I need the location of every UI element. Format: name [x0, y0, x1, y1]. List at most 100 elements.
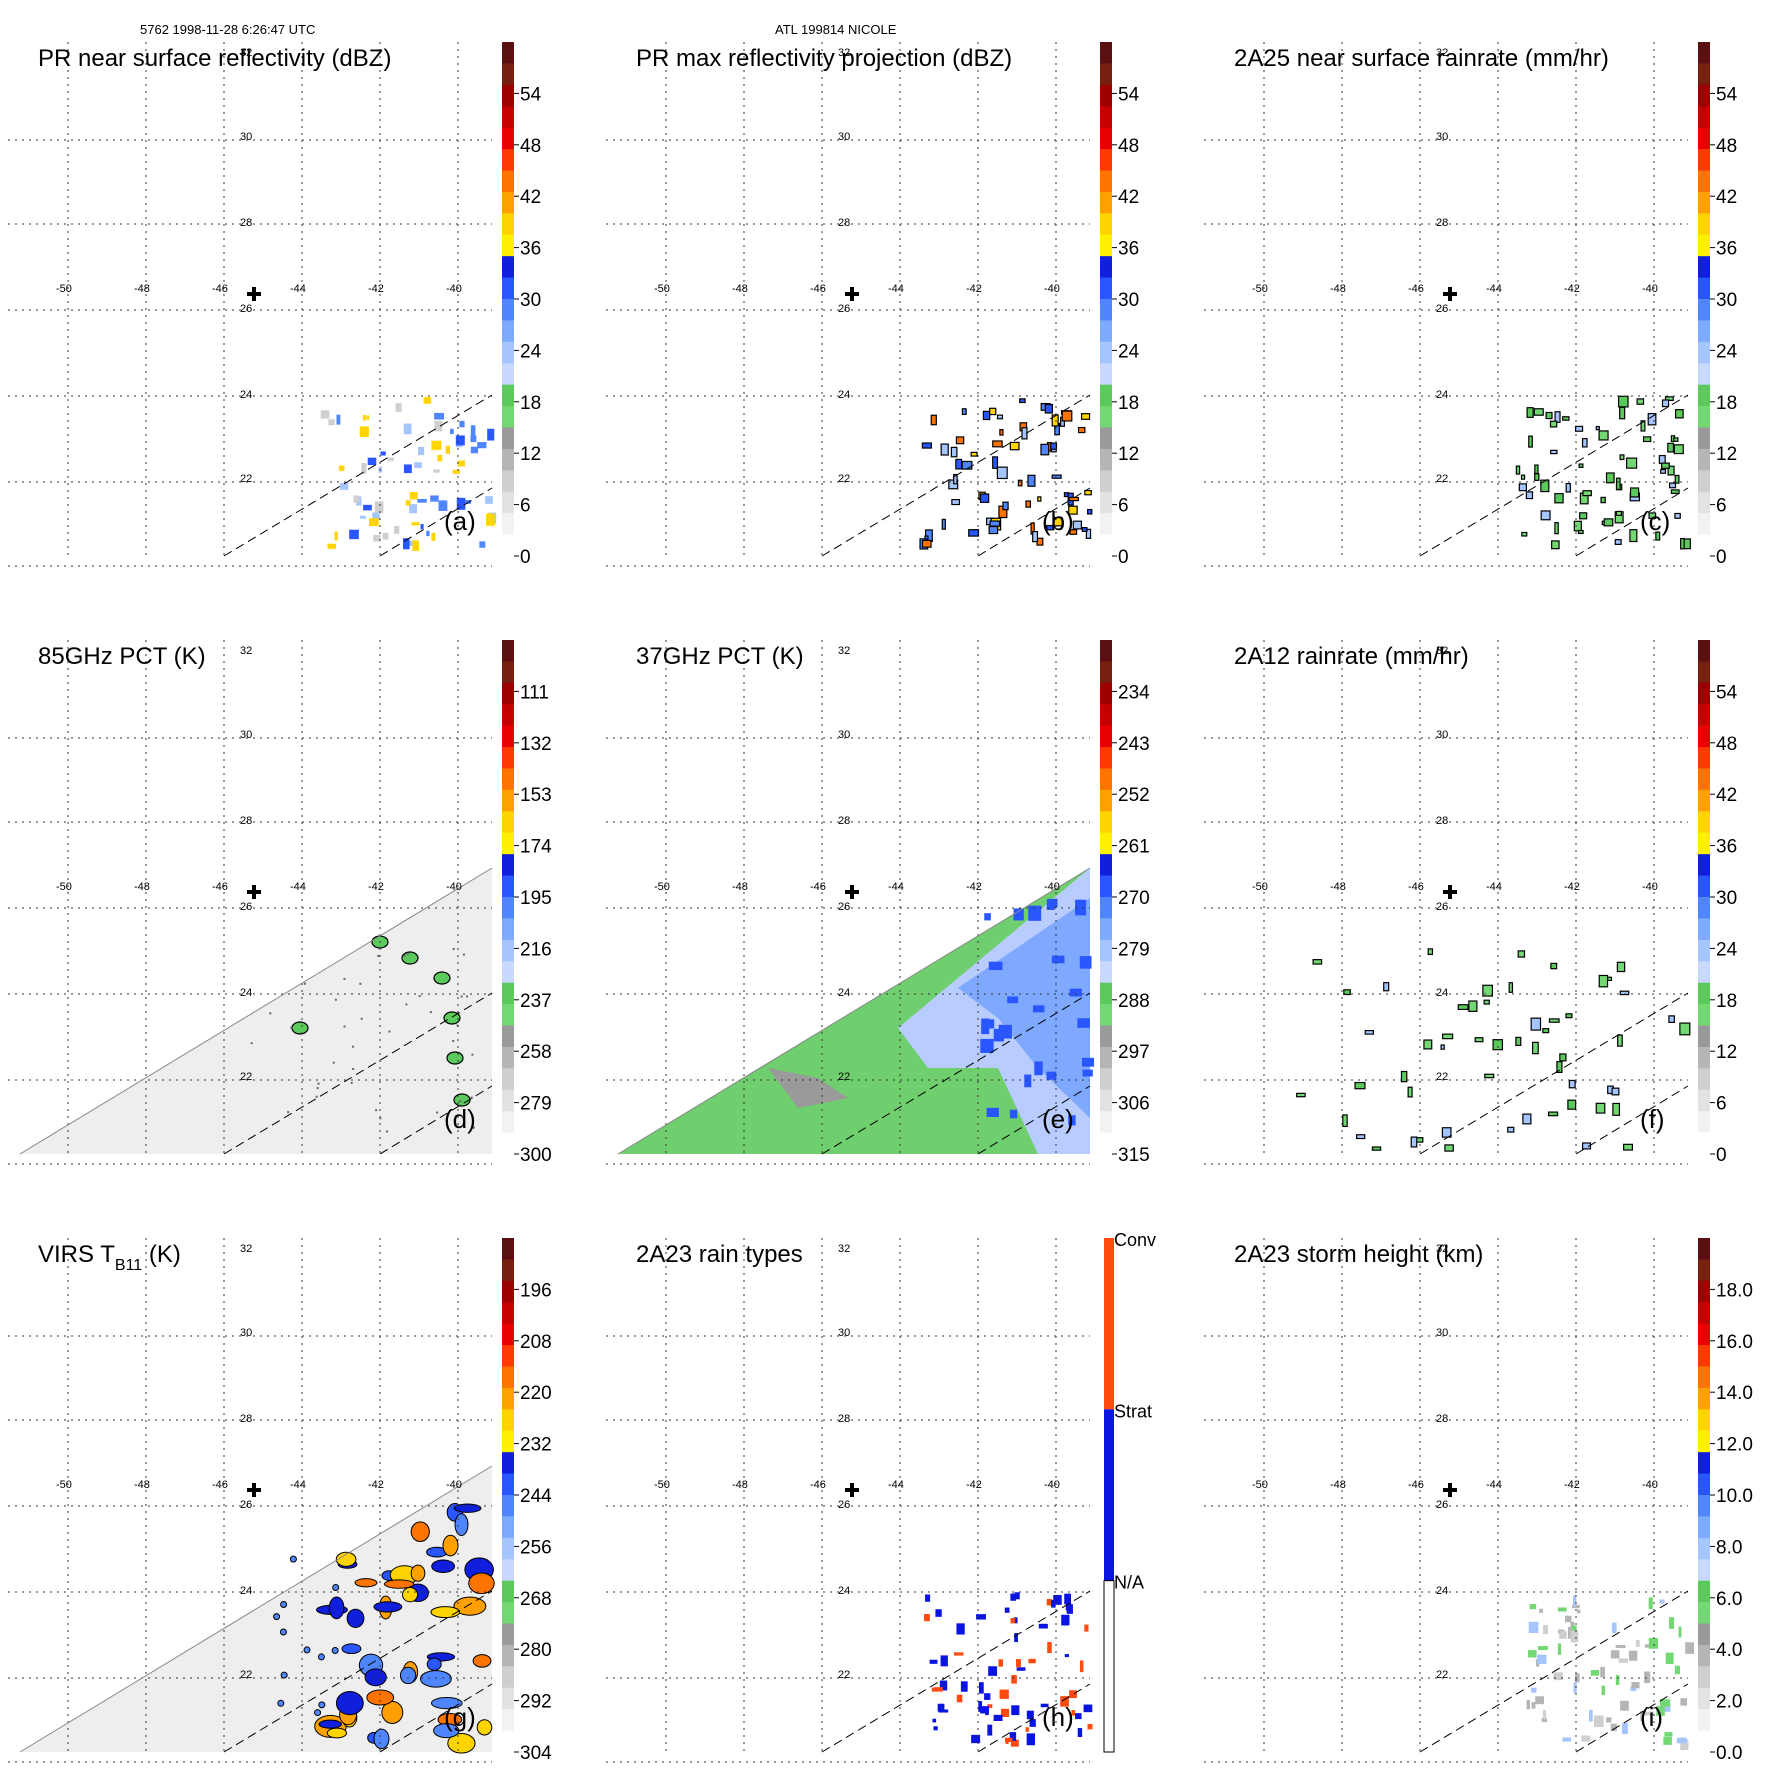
echo-pixel — [1660, 1699, 1670, 1707]
colorbar-tick-label: 195 — [520, 888, 552, 909]
colorbar-swatch — [1698, 1259, 1710, 1282]
echo-pixel — [1655, 531, 1661, 541]
cold-pixel — [1032, 1005, 1045, 1013]
echo-pixel — [1629, 487, 1640, 498]
echo-pixel — [1080, 413, 1091, 420]
colorbar-swatch — [502, 1046, 514, 1069]
echo-pixel — [987, 1724, 993, 1736]
lon-tick-label: -46 — [810, 1479, 826, 1491]
echo-pixel — [457, 460, 465, 467]
colorbar-swatch — [502, 84, 514, 107]
colorbar-swatch — [1698, 299, 1710, 321]
echo-pixel — [925, 1594, 931, 1602]
plus-bar — [850, 1483, 854, 1497]
echo-pixel — [1046, 524, 1054, 531]
lat-tick-label: 32 — [240, 1243, 252, 1255]
panel-label: (f) — [1640, 1104, 1665, 1134]
swath-edge-line — [1575, 1085, 1689, 1155]
echo-pixel — [1559, 1053, 1567, 1062]
echo-pixel — [1616, 961, 1626, 973]
echo-pixel — [1636, 398, 1645, 405]
echo-pixel — [953, 473, 958, 485]
colorbar-swatch — [502, 191, 514, 214]
lat-tick-label: 24 — [1436, 389, 1448, 401]
echo-pixel — [1520, 474, 1526, 480]
colorbar-swatch — [502, 63, 514, 86]
echo-pixel — [1615, 1674, 1620, 1686]
cloud-cell — [326, 1727, 347, 1739]
swath-edge-line — [379, 1085, 493, 1155]
lon-tick-label: -42 — [1564, 881, 1580, 893]
colorbar-swatch — [502, 704, 514, 727]
lat-tick-label: 24 — [240, 389, 252, 401]
colorbar-swatch — [502, 1516, 514, 1539]
lon-tick-label: -48 — [134, 283, 150, 295]
panel-label: (g) — [444, 1702, 476, 1732]
echo-pixel — [930, 414, 937, 426]
colorbar-tick-label: 18 — [1716, 991, 1737, 1012]
colorbar-swatch — [1698, 1452, 1710, 1475]
storm-identifier: ATL 199814 NICOLE — [775, 22, 897, 37]
colorbar-swatch — [1100, 961, 1112, 984]
colorbar-swatch — [502, 1387, 514, 1410]
colorbar-swatch — [502, 961, 514, 984]
colorbar-swatch — [502, 1025, 514, 1048]
storm-center-plus-marker — [1443, 287, 1457, 301]
colorbar-swatch — [1100, 854, 1112, 877]
cloud-cell — [341, 1643, 362, 1655]
colorbar — [1103, 1238, 1115, 1753]
colorbar-swatch — [1100, 191, 1112, 214]
colorbar-tick-label: 42 — [1716, 187, 1737, 208]
echo-pixel — [1674, 512, 1681, 519]
echo-pixel — [374, 501, 384, 514]
echo-pixel — [940, 443, 949, 456]
echo-pixel — [1614, 539, 1622, 545]
lon-tick-label: -42 — [966, 1479, 982, 1491]
echo-pixel — [1342, 1114, 1348, 1128]
colorbar-swatch — [1698, 1495, 1710, 1517]
echo-pixel — [921, 442, 932, 449]
lon-tick-label: -46 — [1408, 881, 1424, 893]
echo-pixel — [978, 1682, 984, 1694]
echo-pixel — [1407, 1086, 1413, 1098]
lon-tick-label: -48 — [1330, 881, 1346, 893]
echo-pixel — [409, 504, 418, 514]
echo-pixel — [1016, 1667, 1026, 1671]
colorbar-tick-label: 24 — [1118, 341, 1140, 362]
echo-pixel — [955, 436, 965, 445]
echo-pixel — [1535, 1696, 1544, 1705]
echo-pixel — [438, 500, 448, 511]
echo-pixel — [1664, 396, 1674, 401]
echo-pixel — [1531, 1687, 1537, 1693]
cold-pixel — [1082, 1069, 1093, 1077]
echo-pixel — [1593, 1715, 1604, 1728]
colorbar-swatch — [502, 1644, 514, 1667]
lat-tick-label: 30 — [1436, 131, 1448, 143]
colorbar-swatch — [1100, 1089, 1112, 1112]
colorbar-swatch — [1698, 747, 1710, 769]
data-field — [20, 1466, 495, 1754]
colorbar-swatch — [1698, 1025, 1710, 1048]
lon-tick-label: -50 — [56, 1479, 72, 1491]
swath-edges — [617, 867, 1091, 1155]
colorbar-swatch — [502, 234, 514, 257]
colorbar-swatch — [502, 363, 514, 386]
colorbar-swatch — [502, 106, 514, 129]
data-field — [1296, 948, 1691, 1152]
echo-pixel — [1004, 1737, 1013, 1743]
panel-label: (e) — [1042, 1104, 1074, 1134]
echo-pixel — [1640, 1710, 1644, 1722]
panel-title: 37GHz PCT (K) — [636, 643, 804, 670]
echo-pixel — [433, 469, 440, 473]
echo-pixel — [1673, 444, 1684, 455]
echo-pixel — [373, 534, 381, 542]
colorbar-swatch — [502, 1473, 514, 1496]
orbit-timestamp: 5762 1998-11-28 6:26:47 UTC — [140, 22, 316, 37]
colorbar-swatch — [1100, 811, 1112, 834]
lat-tick-label: 22 — [1436, 1669, 1448, 1681]
echo-pixel — [1573, 1682, 1577, 1694]
colorbar-swatch — [1698, 1537, 1710, 1560]
colorbar-swatch — [1100, 406, 1112, 428]
colorbar-swatch — [502, 640, 514, 662]
echo-pixel — [1595, 425, 1600, 431]
